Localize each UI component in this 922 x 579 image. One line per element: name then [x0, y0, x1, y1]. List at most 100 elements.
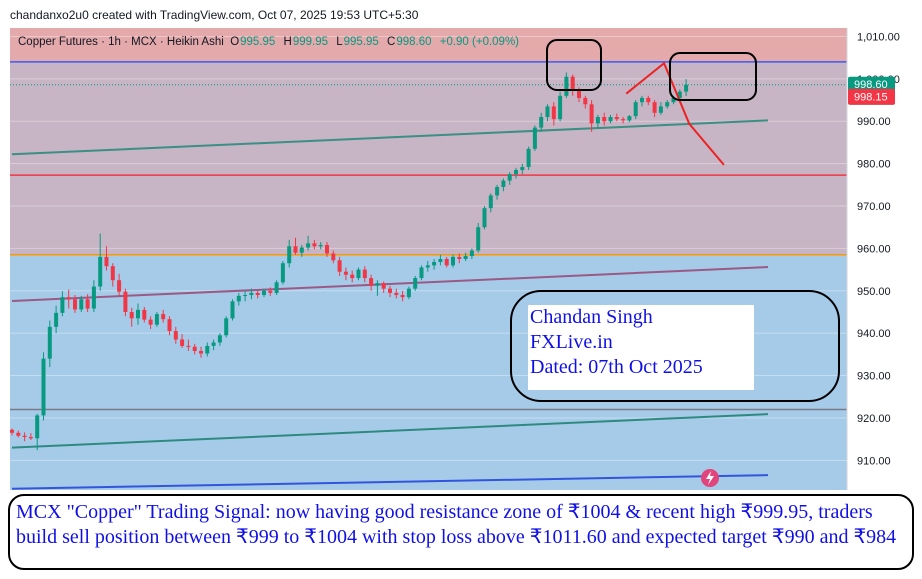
candle-body: [16, 432, 21, 436]
candle: [564, 72, 569, 98]
y-tick-label: 920.00: [857, 413, 891, 425]
candle-body: [432, 261, 437, 266]
candle-body: [180, 339, 185, 346]
candle: [369, 274, 374, 291]
price-chart[interactable]: 910.00 920.00 930.00 940.00 950.00 960.00 970.…: [0, 0, 922, 490]
highlight-box-right: [669, 52, 757, 101]
candle-body: [381, 283, 386, 289]
candle: [451, 254, 455, 268]
candle-body: [117, 280, 122, 292]
candle-body: [186, 345, 191, 347]
candle: [16, 430, 21, 438]
candle: [123, 288, 128, 317]
candle-body: [507, 174, 512, 181]
low-value: 995.95: [343, 36, 379, 48]
signature-site: FXLive.in: [530, 331, 613, 353]
candle: [350, 270, 355, 283]
candle: [343, 267, 348, 281]
candle-body: [217, 335, 222, 343]
candle-body: [280, 263, 285, 283]
candle-body: [85, 299, 90, 309]
candle-body: [35, 415, 40, 439]
candle: [35, 413, 40, 451]
candle: [621, 117, 626, 124]
candle: [539, 112, 544, 132]
candle: [394, 288, 399, 299]
candle: [85, 294, 90, 312]
candle: [167, 316, 172, 336]
y-tick-label: 940.00: [857, 328, 891, 340]
y-tick-label: 960.00: [857, 243, 891, 255]
candle-body: [104, 256, 109, 267]
candle: [463, 252, 468, 262]
candle: [22, 432, 27, 442]
candle: [104, 246, 109, 271]
trendline-3: [11, 474, 769, 490]
candle-body: [375, 283, 380, 286]
candle-body: [608, 117, 613, 122]
symbol-info[interactable]: Copper Futures · 1h · MCX · Heikin Ashi: [18, 36, 224, 48]
candle: [262, 288, 266, 298]
credit-line: chandanxo2u0 created with TradingView.co…: [10, 8, 419, 22]
candle-body: [236, 295, 241, 302]
candle: [652, 100, 657, 118]
chart-area[interactable]: 910.00 920.00 930.00 940.00 950.00 960.00 970.…: [0, 0, 922, 490]
candle: [413, 275, 418, 291]
signal-text-box: MCX "Copper" Trading Signal: now having …: [8, 494, 914, 570]
candle-body: [532, 127, 537, 149]
candle-body: [211, 342, 216, 346]
y-tick-label: 990.00: [857, 116, 891, 128]
candle-body: [640, 97, 644, 103]
candle: [545, 104, 550, 122]
candle-body: [413, 278, 418, 289]
candle: [388, 285, 392, 298]
candle: [646, 95, 651, 106]
candle: [79, 295, 84, 312]
candle-body: [230, 301, 235, 319]
candle-body: [350, 274, 355, 279]
candle: [236, 292, 241, 306]
candle-body: [41, 358, 46, 416]
candle: [482, 206, 487, 230]
candle: [507, 172, 512, 185]
high-value: 999.95: [292, 36, 329, 48]
candle: [406, 286, 411, 300]
candle-body: [47, 326, 52, 359]
candle: [677, 89, 682, 101]
y-tick-label: 980.00: [857, 159, 891, 171]
candle-body: [520, 167, 525, 170]
candle: [526, 146, 531, 170]
candle-body: [652, 102, 657, 113]
candle-body: [110, 266, 115, 281]
candle-body: [570, 76, 575, 90]
candle: [142, 306, 147, 323]
candle: [633, 100, 638, 120]
candle: [117, 273, 122, 296]
candle: [532, 125, 537, 151]
candle: [438, 254, 443, 266]
candle: [583, 95, 588, 109]
red-price-tag: [848, 88, 895, 105]
candle: [47, 320, 52, 368]
candle-body: [658, 106, 663, 113]
candle: [186, 339, 191, 351]
candle-body: [205, 345, 210, 354]
candle: [98, 233, 103, 291]
highlight-box-left: [546, 39, 602, 91]
candle-body: [192, 346, 197, 351]
candle: [41, 352, 46, 421]
candle: [658, 102, 663, 115]
candle: [148, 316, 153, 329]
candle-body: [602, 117, 607, 122]
signature-box: Chandan Singh FXLive.in Dated: 07th Oct …: [528, 305, 754, 390]
symbol-legend: Copper Futures · 1h · MCX · Heikin Ashi …: [18, 36, 524, 48]
candle-body: [268, 290, 273, 293]
trendline-2: [11, 413, 769, 449]
candle: [381, 281, 386, 293]
candle-body: [312, 243, 317, 247]
close-label: C: [387, 36, 396, 48]
candle: [432, 259, 437, 270]
candle-body: [22, 435, 27, 438]
candle-body: [564, 76, 569, 96]
candle: [627, 114, 632, 123]
